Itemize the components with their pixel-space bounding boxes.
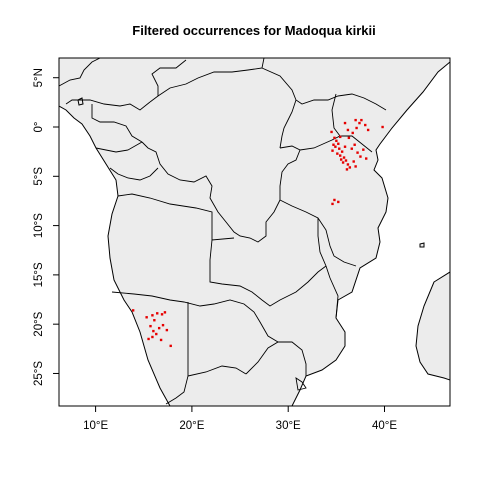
- x-tick-label: 30°E: [276, 420, 301, 432]
- y-axis: 5°N 0° 5°S 10°S 15°S 20°S 25°S: [33, 68, 59, 386]
- occurrence-point: [331, 149, 334, 152]
- occurrence-point: [145, 316, 148, 319]
- occurrence-point: [339, 135, 342, 139]
- occurrence-point: [347, 136, 351, 140]
- occurrence-point: [362, 148, 365, 151]
- occurrence-point: [351, 131, 354, 135]
- occurrence-point: [381, 125, 384, 129]
- occurrence-point: [366, 128, 370, 132]
- occurrence-point: [352, 160, 355, 163]
- y-tick-label: 10°S: [33, 213, 45, 238]
- occurrence-point: [330, 130, 333, 134]
- occurrence-point: [339, 154, 342, 157]
- occurrence-point: [147, 337, 150, 341]
- occurrence-point: [340, 150, 344, 153]
- occurrence-point: [337, 200, 340, 204]
- occurrence-point: [346, 128, 350, 132]
- occurrence-point: [344, 159, 348, 162]
- map-area: [59, 58, 450, 406]
- island-comoros: [419, 242, 425, 248]
- y-tick-label: 25°S: [33, 361, 45, 386]
- occurrence-point: [334, 145, 337, 148]
- occurrence-point: [358, 121, 361, 125]
- x-tick-label: 20°E: [179, 420, 204, 432]
- occurrence-point: [360, 118, 363, 122]
- occurrence-point: [350, 147, 353, 150]
- x-tick-label: 10°E: [83, 420, 108, 432]
- occurrence-points: [131, 118, 384, 348]
- occurrence-point: [359, 155, 362, 158]
- occurrence-point: [346, 163, 350, 166]
- occurrence-point: [163, 311, 167, 314]
- occurrence-point: [333, 136, 336, 140]
- occurrence-point: [333, 198, 336, 202]
- occurrence-point: [336, 152, 339, 155]
- occurrence-point: [348, 166, 352, 169]
- occurrence-point: [355, 126, 358, 130]
- occurrence-point: [343, 145, 347, 148]
- x-tick-label: 40°E: [372, 420, 397, 432]
- occurrence-point: [353, 143, 356, 146]
- occurrence-point: [342, 156, 346, 159]
- occurrence-point: [356, 151, 359, 154]
- occurrence-point: [343, 121, 347, 125]
- occurrence-point: [151, 314, 154, 317]
- occurrence-point: [354, 118, 357, 122]
- y-tick-label: 20°S: [33, 311, 45, 336]
- x-axis: 10°E 20°E 30°E 40°E: [83, 406, 397, 432]
- occurrence-point: [156, 312, 159, 315]
- occurrence-point: [331, 202, 334, 206]
- occurrence-point: [169, 344, 172, 348]
- occurrence-point: [160, 313, 164, 316]
- y-tick-label: 15°S: [33, 262, 45, 287]
- y-tick-label: 5°N: [33, 68, 45, 87]
- occurrence-point: [354, 165, 357, 168]
- occurrence-point: [131, 309, 135, 312]
- occurrence-point: [364, 123, 367, 127]
- y-tick-label: 5°S: [33, 167, 45, 186]
- occurrence-point: [151, 335, 154, 339]
- occurrence-point: [165, 328, 169, 332]
- occurrence-point: [161, 323, 165, 327]
- occurrence-point: [155, 332, 158, 336]
- occurrence-point: [152, 329, 155, 333]
- country-borders: [59, 58, 387, 405]
- y-tick-label: 0°: [33, 122, 45, 133]
- map-title: Filtered occurrences for Madoqua kirkii: [132, 23, 375, 38]
- africa-landmass: [59, 58, 450, 406]
- occurrence-point: [149, 324, 152, 328]
- occurrence-point: [337, 142, 340, 145]
- occurrence-point: [339, 158, 343, 161]
- occurrence-point: [153, 319, 156, 322]
- occurrence-point: [365, 157, 368, 160]
- occurrence-point: [335, 139, 338, 143]
- occurrence-point: [338, 147, 341, 150]
- occurrence-point: [332, 143, 335, 146]
- madagascar-landmass: [415, 271, 450, 381]
- occurrence-point: [157, 326, 161, 330]
- occurrence-point: [159, 338, 163, 342]
- plot-frame: [58, 57, 451, 407]
- occurrence-point: [341, 161, 345, 164]
- occurrence-point: [345, 168, 349, 171]
